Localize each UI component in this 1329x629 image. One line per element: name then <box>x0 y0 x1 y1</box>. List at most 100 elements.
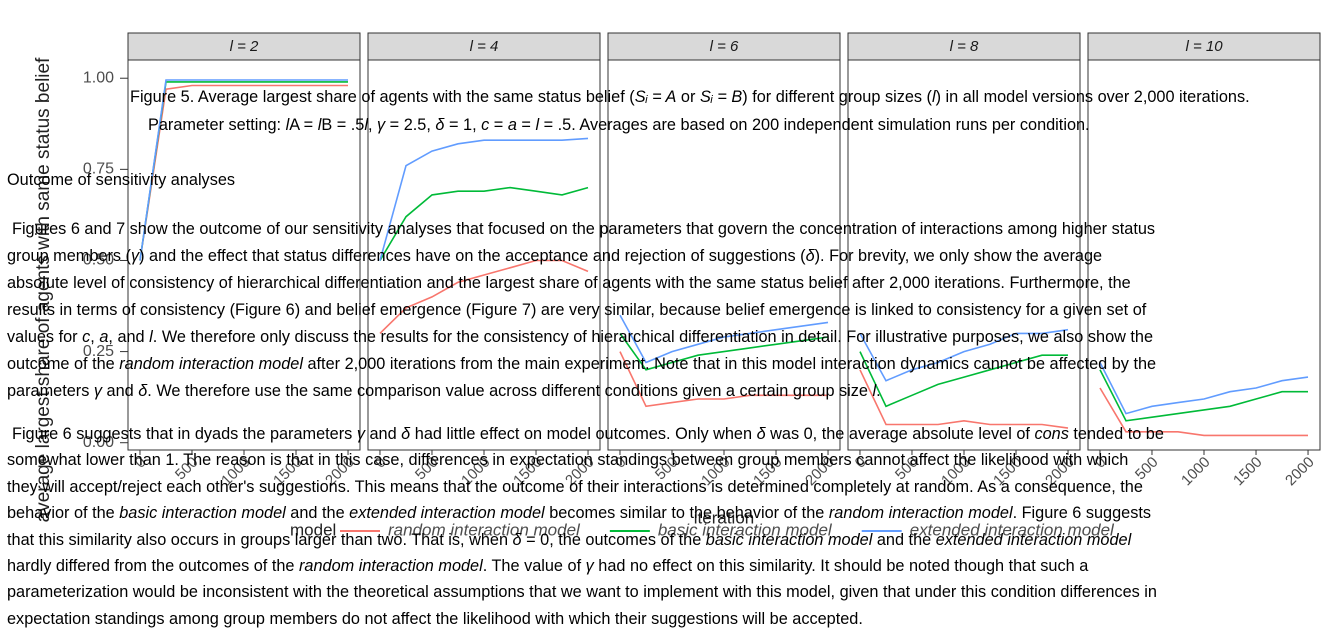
text-run: δ <box>138 382 148 400</box>
text-run: c <box>82 328 91 346</box>
text-run: after 2,000 iterations from the main exp… <box>302 355 1157 373</box>
text-run: group members ( <box>7 247 131 265</box>
paragraph-line: expectation standings among group member… <box>7 609 863 629</box>
data-line <box>379 137 589 261</box>
strip-label: l = 6 <box>710 38 739 55</box>
text-run: tended to be <box>1068 425 1164 443</box>
text-run: hardly differed from the outcomes of the <box>7 557 300 575</box>
x-axis-title: iteration <box>694 508 754 527</box>
text-run: l <box>535 116 540 134</box>
text-run: somewhat lower than 1. The reason is tha… <box>7 451 1129 470</box>
text-run: l <box>317 116 322 134</box>
text-run: l <box>872 382 877 400</box>
strip-label: l = 8 <box>950 38 979 55</box>
section-heading: Outcome of sensitivity analyses <box>7 171 236 189</box>
text-run: absolute level of consistency of hierarc… <box>7 274 1131 292</box>
text-run: had little effect on model outcomes. Onl… <box>410 425 757 443</box>
text-run: ) for different group sizes ( <box>742 88 932 106</box>
data-line <box>859 351 1068 408</box>
text-run: = 1, <box>444 116 482 134</box>
panel <box>1087 59 1321 451</box>
paragraph-line: they will accept/reject each other's sug… <box>7 477 1143 497</box>
text-run: basic interaction model <box>705 530 873 549</box>
text-run: that this similarity also occurs in grou… <box>7 530 513 549</box>
data-line <box>139 84 348 261</box>
text-run: ) in all model versions over 2,000 itera… <box>935 88 1250 106</box>
text-run: ). For brevity, we only show the average <box>814 247 1103 265</box>
text-run: extended interaction model <box>935 530 1132 549</box>
paragraph-line: results in terms of consistency (Figure … <box>7 300 1146 320</box>
text-run: cons <box>1034 425 1069 443</box>
text-run: δ <box>512 530 522 549</box>
data-line <box>1099 362 1309 415</box>
y-tick-label: 0.00 <box>83 434 114 451</box>
data-line <box>859 328 1069 382</box>
text-run: they will accept/reject each other's sug… <box>7 477 1143 496</box>
text-run: a <box>507 116 517 134</box>
text-run: δ <box>401 425 411 443</box>
paragraph-line: parameterization would be inconsistent w… <box>7 582 1157 602</box>
text-run: = 2.5, <box>385 116 436 134</box>
text-run: . <box>876 382 881 400</box>
text-run: = <box>489 116 508 134</box>
text-run: and <box>364 425 402 443</box>
paragraph-line: somewhat lower than 1. The reason is tha… <box>7 450 1128 470</box>
y-axis-title: average largest share of agents with sam… <box>33 57 54 522</box>
text-run: . We therefore only discuss the results … <box>152 328 1154 346</box>
text-run: parameterization would be inconsistent w… <box>7 583 1157 602</box>
figure-caption: Figure 5. Average largest share of agent… <box>130 87 1250 107</box>
data-line <box>139 79 348 261</box>
text-run: l <box>149 328 153 346</box>
text-run: , <box>90 328 100 346</box>
data-line <box>1099 369 1308 422</box>
text-run: Figures 6 and 7 show the outcome of our … <box>12 220 1156 238</box>
text-run: expectation standings among group member… <box>7 609 863 628</box>
strip <box>367 32 601 61</box>
panel <box>847 59 1081 451</box>
data-line <box>619 351 828 408</box>
text-run: basic interaction model <box>119 504 286 523</box>
data-line <box>1099 387 1308 437</box>
panel <box>607 59 841 451</box>
text-run: A = <box>289 116 318 134</box>
legend-label: basic interaction model <box>658 520 833 539</box>
text-run: behavior of the <box>7 504 120 523</box>
paragraph-line: outcome of the random interaction model … <box>7 354 1156 374</box>
text-run: B = .5 <box>321 116 365 134</box>
strip <box>127 32 361 61</box>
text-run: Sᵢ = B <box>699 88 743 106</box>
text-run: was 0, the average absolute level of <box>765 425 1035 443</box>
text-run: random interaction model <box>119 355 303 373</box>
text-run: = <box>516 116 536 134</box>
text-run: becomes similar to the behavior of the <box>544 504 829 523</box>
x-tick-label: 1500 <box>1230 454 1266 490</box>
text-run: , <box>367 116 378 134</box>
text-run: . Figure 6 suggests <box>1012 504 1152 523</box>
text-run: or <box>676 88 700 106</box>
text-run: γ <box>377 116 386 134</box>
text-run: γ <box>356 425 365 443</box>
text-run: c <box>481 116 490 134</box>
x-tick-label: 2000 <box>1282 454 1318 490</box>
paragraph-line: values for c, a, and l. We therefore onl… <box>7 327 1153 347</box>
text-run: γ <box>130 247 140 265</box>
paragraph-line: Figure 6 suggests that in dyads the para… <box>12 424 1164 444</box>
paragraph-line: hardly differed from the outcomes of the… <box>7 556 1088 576</box>
paragraph-line: that this similarity also occurs in grou… <box>7 530 1131 550</box>
strip-label: l = 4 <box>470 38 499 55</box>
text-run: extended interaction model <box>349 504 545 523</box>
strip-label: l = 2 <box>230 38 259 55</box>
text-run: . The value of <box>482 557 586 575</box>
y-tick-label: 1.00 <box>83 69 114 86</box>
legend-label: extended interaction model <box>910 520 1115 539</box>
text-run: random interaction model <box>299 557 483 575</box>
text-run: values for <box>7 328 83 346</box>
text-run: had no effect on this similarity. It sho… <box>593 557 1089 575</box>
text-run: outcome of the <box>7 355 120 373</box>
legend-title: model <box>290 520 336 539</box>
legend-label: random interaction model <box>388 520 581 539</box>
text-run: random interaction model <box>828 504 1013 523</box>
paragraph-line: group members (γ) and the effect that st… <box>7 246 1102 266</box>
